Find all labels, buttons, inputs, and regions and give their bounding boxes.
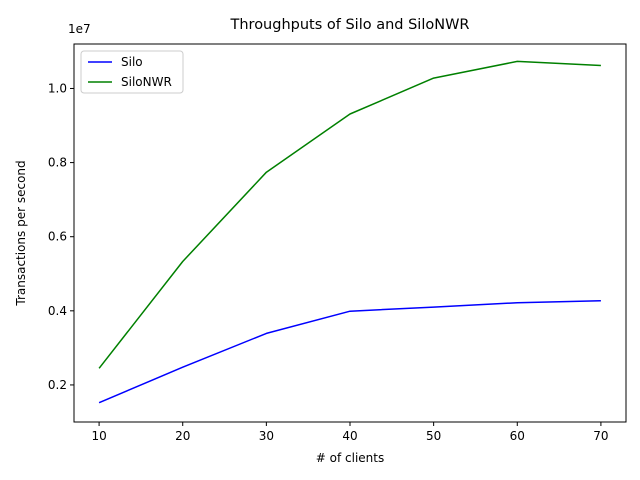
series-lines xyxy=(98,60,601,404)
x-axis-label: # of clients xyxy=(316,451,384,465)
x-tick-label: 60 xyxy=(510,429,525,443)
legend-label-silonwr: SiloNWR xyxy=(121,75,172,89)
legend: Silo SiloNWR xyxy=(80,50,184,94)
y-tick-label: 0.6 xyxy=(48,230,67,244)
x-tick-label: 30 xyxy=(259,429,274,443)
series-line-silonwr xyxy=(98,60,601,369)
y-axis-label: Transactions per second xyxy=(14,160,28,306)
x-tick-label: 10 xyxy=(91,429,106,443)
axis-ticks: 10 20 30 40 50 60 70 0.2 0.4 0.6 0.8 1.0 xyxy=(48,81,609,443)
y-scale-label: 1e7 xyxy=(68,22,91,36)
x-tick-label: 70 xyxy=(593,429,608,443)
legend-label-silo: Silo xyxy=(121,55,143,69)
chart-title: Throughputs of Silo and SiloNWR xyxy=(230,17,470,33)
x-tick-label: 40 xyxy=(342,429,357,443)
x-tick-label: 20 xyxy=(175,429,190,443)
y-tick-label: 1.0 xyxy=(48,81,67,95)
series-line-silo xyxy=(98,300,601,404)
y-tick-label: 0.2 xyxy=(48,378,67,392)
plot-frame xyxy=(73,43,627,423)
y-tick-label: 0.8 xyxy=(48,156,67,170)
y-tick-label: 0.4 xyxy=(48,304,67,318)
x-tick-label: 50 xyxy=(426,429,441,443)
